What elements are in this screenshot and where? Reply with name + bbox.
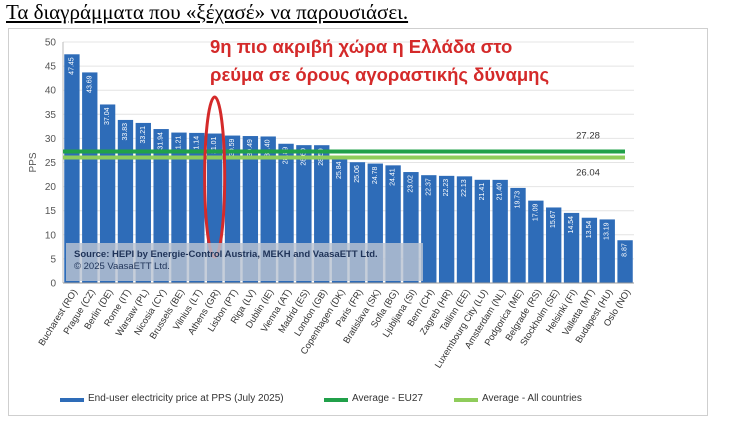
bar-value-label: 22.37 (425, 178, 432, 196)
bar-value-label: 31.21 (175, 135, 182, 153)
y-tick-label: 5 (50, 254, 56, 265)
bar-value-label: 24.78 (372, 166, 379, 184)
bar-value-label: 19.73 (515, 191, 522, 209)
x-axis: Bucharest (RO)Prague (CZ)Berlin (DE)Rome… (36, 282, 634, 370)
legend-swatch-eu27 (324, 398, 348, 402)
bar-value-label: 21.41 (479, 183, 486, 201)
annotation-line-1: 9η πιο ακριβή χώρα η Ελλάδα στο (210, 36, 513, 57)
bar (510, 187, 526, 283)
y-tick-label: 45 (45, 62, 57, 73)
bar-value-label: 30.59 (229, 138, 236, 156)
bar (528, 200, 544, 283)
bar-value-label: 25.06 (354, 165, 361, 183)
y-tick-label: 20 (45, 182, 57, 193)
bar (421, 175, 437, 283)
bar-value-label: 13.54 (586, 221, 593, 239)
bar (474, 179, 491, 283)
bar (135, 122, 151, 284)
bar (581, 217, 598, 283)
bar (117, 119, 134, 284)
bar-value-label: 17.09 (532, 204, 539, 222)
bar-value-label: 37.04 (104, 107, 111, 125)
source-line-1: Source: HEPI by Energie-Control Austria,… (74, 249, 378, 260)
bar-value-label: 33.21 (140, 126, 147, 144)
bar-value-label: 31.94 (158, 132, 165, 150)
y-tick-label: 0 (50, 279, 56, 290)
bar (64, 54, 80, 283)
y-tick-label: 35 (45, 110, 57, 121)
y-axis: 0 5 10 15 20 25 30 35 40 45 50 PPS (28, 38, 64, 290)
bar-value-label: 13.19 (604, 222, 611, 240)
reference-line-label: 27.28 (576, 131, 600, 142)
legend-label-all: Average - All countries (482, 393, 582, 404)
y-tick-label: 10 (45, 230, 57, 241)
bar-value-label: 21.40 (497, 183, 504, 201)
legend-swatch-all (454, 398, 478, 402)
bar (438, 175, 455, 283)
bar-value-label: 25.84 (336, 161, 343, 179)
bar-value-label: 30.49 (247, 139, 254, 157)
bar-value-label: 24.41 (390, 168, 397, 186)
bar-value-label: 33.83 (122, 123, 129, 141)
bar-value-label: 22.23 (443, 179, 450, 197)
bar (492, 179, 508, 283)
bar-value-label: 8.87 (622, 243, 629, 257)
bar (617, 240, 633, 283)
bar (563, 212, 580, 283)
bar-value-label: 28.89 (283, 147, 290, 165)
reference-line-label: 26.04 (576, 167, 600, 178)
annotation-line-2: ρεύμα σε όρους αγοραστικής δύναμης (210, 64, 550, 85)
legend-swatch-bars (60, 398, 84, 402)
bar-value-label: 31.14 (193, 136, 200, 154)
bar-value-label: 43.69 (86, 75, 93, 93)
y-tick-label: 30 (45, 134, 57, 145)
bar-value-label: 30.40 (265, 139, 272, 157)
bar (599, 219, 615, 283)
legend-label-eu27: Average - EU27 (352, 393, 423, 404)
bar-value-label: 14.54 (568, 216, 575, 234)
reference-lines: 27.28 26.04 (63, 131, 625, 178)
bar (82, 72, 98, 283)
bar (99, 104, 116, 284)
y-tick-label: 40 (45, 86, 57, 97)
y-tick-label: 15 (45, 206, 57, 217)
bar (456, 176, 473, 283)
bar-value-label: 47.45 (68, 57, 75, 75)
bar-value-label: 15.67 (550, 210, 557, 228)
bar-value-label: 22.13 (461, 179, 468, 197)
y-tick-label: 25 (45, 158, 57, 169)
source-box: Source: HEPI by Energie-Control Austria,… (66, 243, 423, 281)
y-axis-label: PPS (28, 152, 39, 172)
page-heading: Τα διαγράμματα που «ξέχασέ» να παρουσιάσ… (6, 0, 409, 24)
bar-value-label: 23.02 (407, 175, 414, 193)
bar (546, 207, 562, 283)
bar-value-label: 31.01 (211, 136, 218, 154)
legend-label-bars: End-user electricity price at PPS (July … (88, 393, 284, 404)
source-line-2: © 2025 VaasaETT Ltd. (74, 261, 170, 272)
y-tick-label: 50 (45, 38, 57, 49)
value-labels: 47.45 43.69 37.04 33.83 33.21 31.94 31.21 31.14… (68, 57, 628, 257)
